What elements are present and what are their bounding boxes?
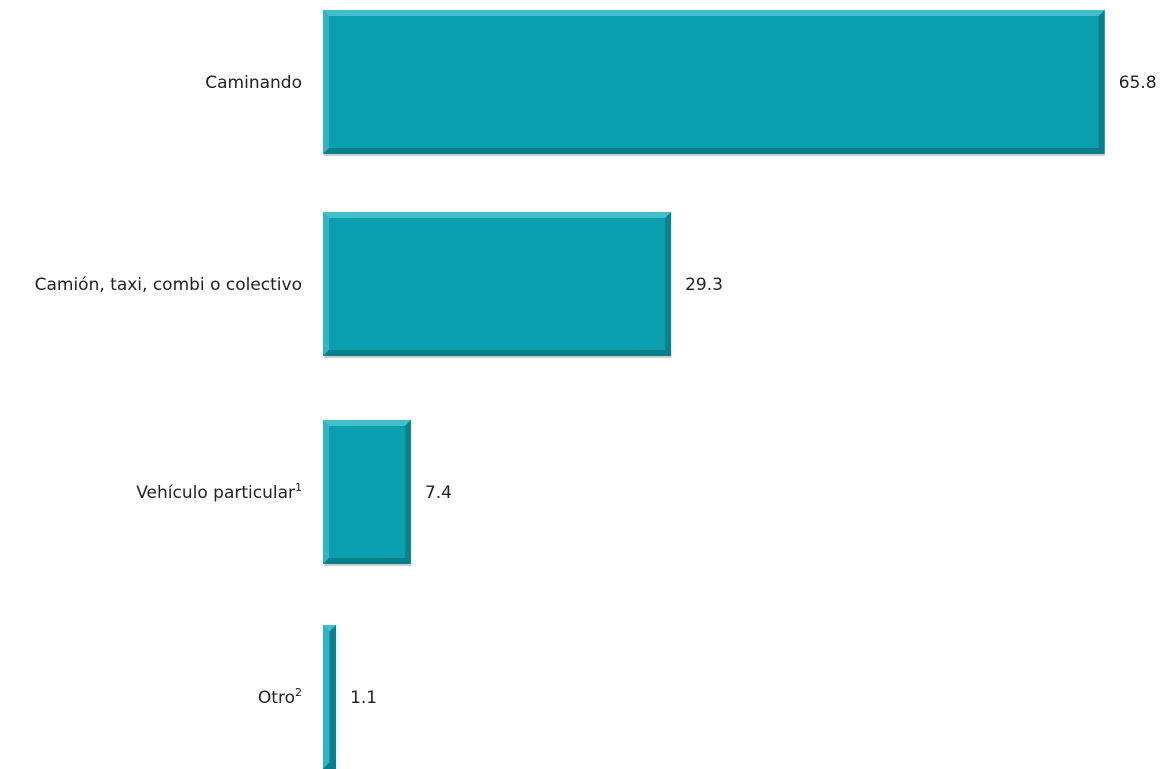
bar-bevel-left <box>323 625 329 769</box>
bar-3 <box>323 420 411 566</box>
category-label: Otro2 <box>258 686 302 708</box>
bar-bevel-left <box>323 212 329 356</box>
bar-bevel-top <box>323 625 337 631</box>
bars-group <box>323 10 1105 769</box>
bar-bevel-right <box>1098 10 1105 154</box>
category-footnote-mark: 2 <box>295 686 302 699</box>
value-label: 65.8 <box>1119 73 1157 93</box>
bar-face <box>323 420 411 564</box>
bar-bevel-top <box>323 212 672 218</box>
bar-1 <box>323 10 1105 156</box>
bar-bevel-right <box>665 212 672 356</box>
bar-face <box>323 212 672 356</box>
value-label: 29.3 <box>685 275 723 295</box>
labels-group: Caminando 65.8 Camión, taxi, combi o colec… <box>35 73 1157 708</box>
bar-bevel-right <box>404 420 411 564</box>
bar-shadow <box>324 564 411 566</box>
bar-bevel-bottom <box>323 558 411 564</box>
bar-2 <box>323 212 672 358</box>
bar-bevel-top <box>323 10 1105 16</box>
bar-bevel-bottom <box>323 148 1105 154</box>
bar-bevel-left <box>323 420 329 564</box>
bar-shadow <box>324 356 672 358</box>
bar-shadow <box>324 154 1105 156</box>
category-label: Caminando <box>205 73 302 93</box>
bar-bevel-right <box>330 625 337 769</box>
bar-bevel-bottom <box>323 350 672 356</box>
category-label-text: Camión, taxi, combi o colectivo <box>35 275 302 295</box>
category-label: Camión, taxi, combi o colectivo <box>35 275 302 295</box>
bar-bevel-top <box>323 420 411 426</box>
bar-bevel-left <box>323 10 329 154</box>
category-label-text: Otro <box>258 688 295 708</box>
bar-face <box>323 10 1105 154</box>
category-label-text: Caminando <box>205 73 302 93</box>
bar-bevel-bottom <box>323 763 337 769</box>
category-label: Vehículo particular1 <box>136 481 302 503</box>
category-footnote-mark: 1 <box>295 481 302 494</box>
value-label: 7.4 <box>425 483 452 503</box>
bar-4 <box>323 625 337 769</box>
value-label: 1.1 <box>350 688 377 708</box>
category-label-text: Vehículo particular <box>136 483 295 503</box>
